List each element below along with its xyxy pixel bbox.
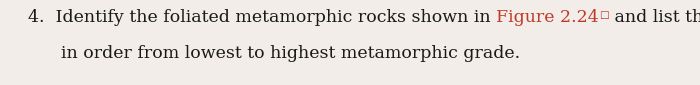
Text: in order from lowest to highest metamorphic grade.: in order from lowest to highest metamorp… [28,45,520,62]
Text: □: □ [599,11,608,20]
Text: and list them: and list them [608,9,700,26]
Text: 4.  Identify the foliated metamorphic rocks shown in: 4. Identify the foliated metamorphic roc… [28,9,496,26]
Text: Figure 2.24: Figure 2.24 [496,9,599,26]
